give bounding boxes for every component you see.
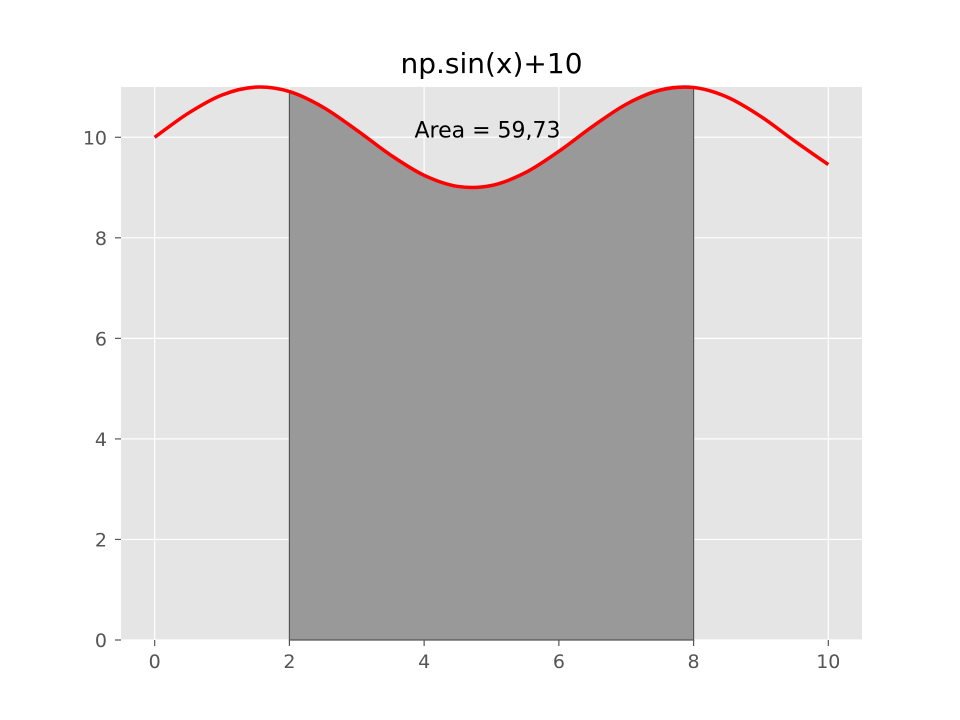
y-tick-label: 2 — [95, 529, 107, 551]
sine-curve — [153, 85, 830, 190]
y-tick-label: 6 — [95, 328, 107, 350]
area-annotation: Area = 59,73 — [414, 118, 560, 143]
x-tick-label: 2 — [283, 651, 295, 673]
y-tick-label: 0 — [95, 630, 107, 652]
x-tick-label: 0 — [149, 651, 161, 673]
x-tick-label: 8 — [688, 651, 700, 673]
x-tick-label: 4 — [418, 651, 430, 673]
axis-ticks: 0 2 4 6 8 10 0 2 4 6 8 10 — [83, 127, 841, 673]
y-tick-label: 10 — [83, 127, 107, 149]
y-tick-label: 4 — [95, 429, 107, 451]
chart-title: np.sin(x)+10 — [400, 47, 582, 80]
y-tick-label: 8 — [95, 228, 107, 250]
x-tick-label: 10 — [816, 651, 840, 673]
x-tick-label: 6 — [553, 651, 565, 673]
